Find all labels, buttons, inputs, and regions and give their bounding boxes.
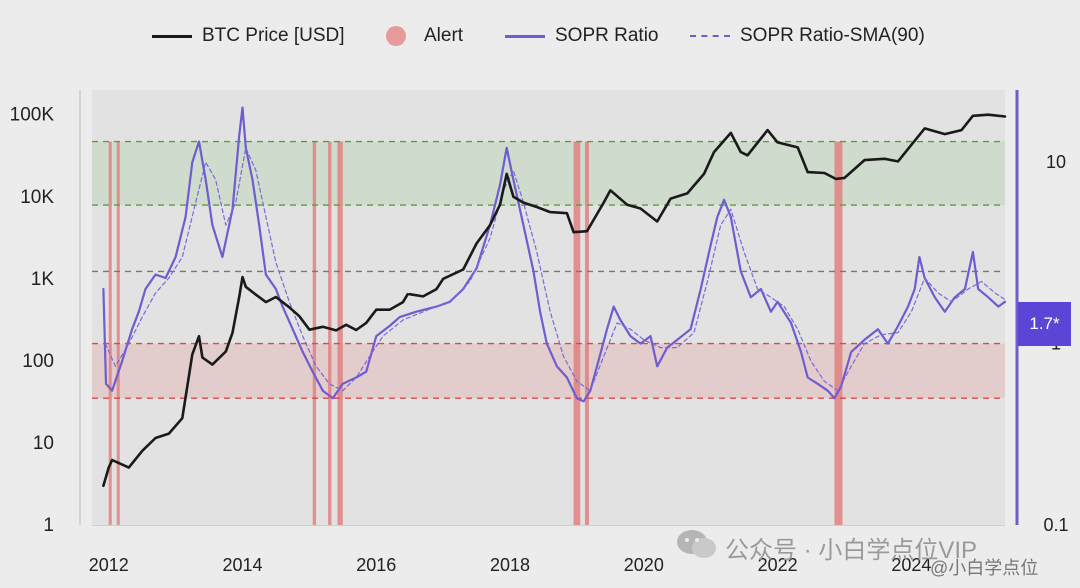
alert-bar [337, 141, 343, 525]
legend-sma-label: SOPR Ratio-SMA(90) [740, 25, 925, 46]
legend-sopr-swatch [505, 34, 545, 38]
alert-bar [328, 141, 332, 525]
x-tick-label: 2016 [356, 555, 396, 575]
series-sopr-sma [104, 147, 1006, 392]
legend-alert[interactable]: Alert [386, 22, 463, 50]
series-btc-price [408, 113, 1007, 298]
y-right-tick-label: 0.1 [1043, 515, 1068, 535]
legend-btc[interactable]: BTC Price [USD] [152, 22, 345, 50]
x-tick-label: 2018 [490, 555, 530, 575]
series-sopr-ratio [102, 106, 1007, 403]
current-value-label: 1.7* [1029, 314, 1060, 333]
alert-bar [834, 141, 843, 525]
x-tick-label: 2014 [222, 555, 262, 575]
band-red-1 [92, 343, 1005, 399]
plot-background [92, 90, 1005, 525]
legend-sopr[interactable]: SOPR Ratio [505, 22, 658, 50]
y-left-tick-label: 1K [31, 269, 55, 290]
alert-bar [312, 141, 317, 525]
y-right-tick-label: 10 [1046, 152, 1066, 172]
band-green-0 [92, 141, 1005, 206]
wechat-icon [677, 530, 716, 558]
x-tick-label: 2024 [891, 555, 931, 575]
y-left-tick-label: 100 [22, 351, 54, 372]
x-tick-label: 2020 [624, 555, 664, 575]
y-left-tick-label: 10K [20, 187, 54, 208]
legend-btc-swatch [152, 34, 192, 38]
watermark-main: 公众号 · 小白学点位VIP [725, 537, 978, 564]
alert-bar [116, 141, 120, 525]
legend-sma-swatch [690, 35, 730, 37]
y-left-tick-label: 100K [10, 105, 55, 126]
y-left-tick-label: 1 [43, 515, 54, 536]
alert-bar [573, 141, 581, 525]
legend-sopr-label: SOPR Ratio [555, 25, 659, 46]
legend: BTC Price [USD] Alert SOPR Ratio SOPR Ra… [0, 22, 1080, 50]
watermark-corner: @小白学点位 [930, 558, 1039, 578]
current-value-badge: 1.7* [1018, 302, 1071, 346]
legend-alert-label: Alert [424, 25, 464, 46]
legend-btc-label: BTC Price [USD] [202, 25, 345, 46]
series-btc-price [102, 275, 409, 488]
legend-sma[interactable]: SOPR Ratio-SMA(90) [690, 22, 925, 50]
y-left-tick-label: 10 [33, 433, 54, 454]
alert-bar [584, 141, 589, 525]
x-tick-label: 2022 [758, 555, 798, 575]
alert-bar [108, 141, 112, 525]
legend-alert-swatch [386, 26, 406, 46]
x-tick-label: 2012 [89, 555, 129, 575]
